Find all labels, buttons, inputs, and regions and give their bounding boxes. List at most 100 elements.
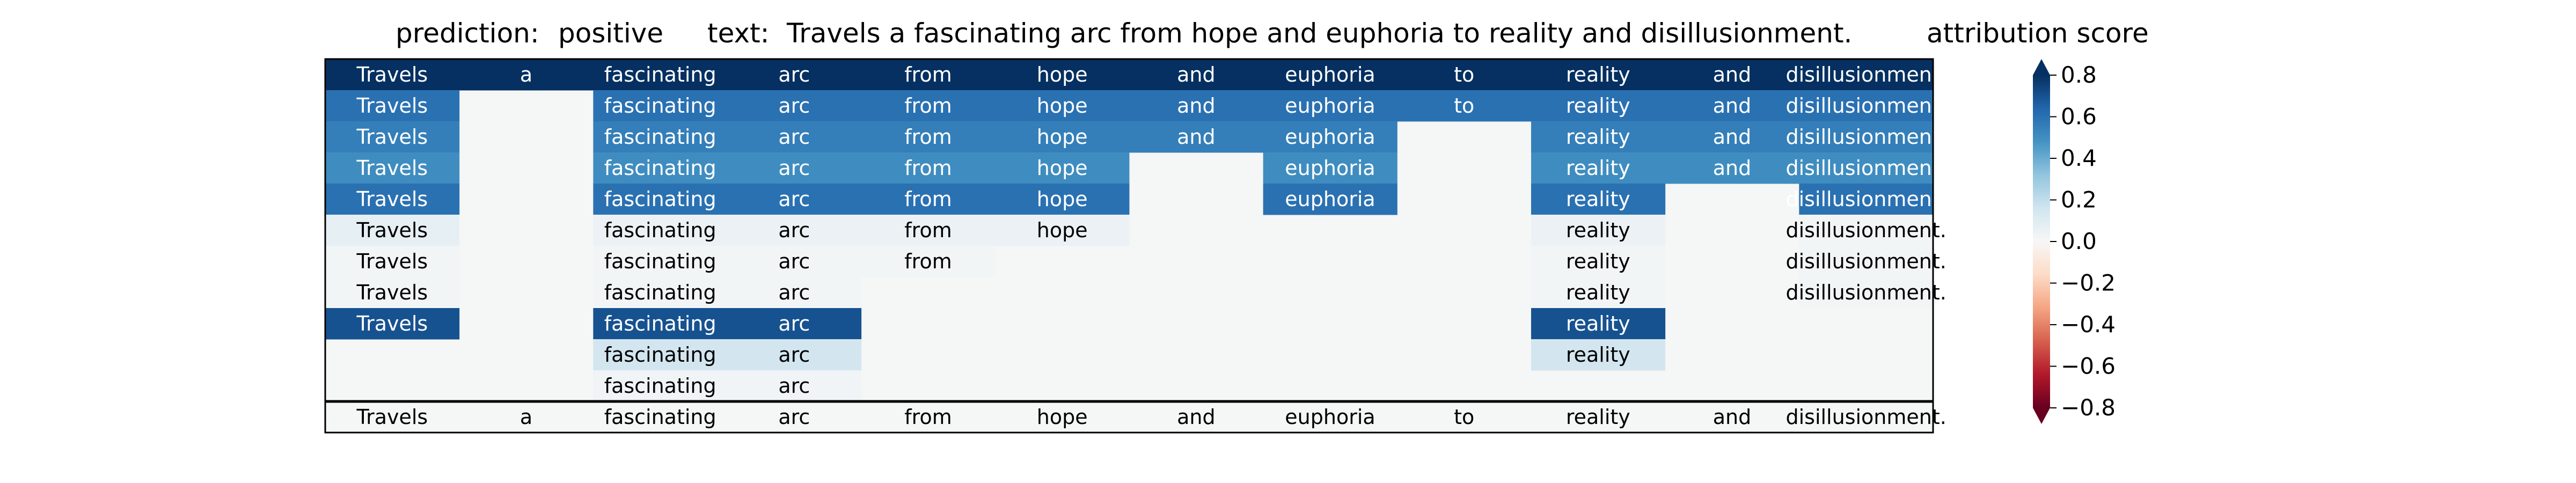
colorbar-extend-bottom (2033, 408, 2050, 424)
heatmap-cell (593, 215, 728, 246)
heatmap-cell (861, 152, 996, 184)
heatmap-cell (1799, 246, 1934, 277)
heatmap-cell (1263, 184, 1397, 215)
heatmap-cell-label: fascinating (604, 218, 716, 242)
heatmap-cell-label: Travels (356, 125, 428, 149)
heatmap-cell-label: hope (1037, 187, 1088, 211)
heatmap-cell (995, 121, 1130, 153)
heatmap-cell-label: from (904, 63, 952, 86)
baseline-cell (1129, 401, 1264, 433)
baseline-cell (1799, 401, 1934, 433)
heatmap-cell (1263, 90, 1397, 122)
colorbar: 0.8 0.6 0.4 0.2 0.0 −0.2 −0.4 −0.6 −0.8 (2033, 59, 2116, 424)
heatmap-cell-label: fascinating (604, 187, 716, 211)
heatmap-cell-label: arc (778, 63, 810, 86)
colorbar-tick-label: −0.6 (2061, 353, 2116, 379)
heatmap-cell (593, 152, 728, 184)
heatmap-cell (1799, 277, 1934, 309)
heatmap-cell-label: and (1177, 94, 1216, 118)
baseline-cell-label: to (1454, 405, 1474, 429)
heatmap-cell (1531, 90, 1666, 122)
title-prediction-value: positive (558, 18, 663, 49)
heatmap-cell-label: disillusionment. (1785, 94, 1946, 118)
heatmap-cell (593, 59, 728, 91)
heatmap-cell-label: Travels (356, 94, 428, 118)
heatmap-cell-label: arc (778, 156, 810, 180)
heatmap-cell-label: disillusionment. (1785, 218, 1946, 242)
heatmap-cell (593, 246, 728, 277)
heatmap-cell (325, 277, 460, 309)
heatmap-cell-label: euphoria (1285, 156, 1375, 180)
heatmap-cell (1129, 90, 1264, 122)
colorbar-tick-label: −0.8 (2061, 394, 2116, 421)
heatmap-cell-label: fascinating (604, 374, 716, 398)
heatmap-cell-label: reality (1566, 125, 1630, 149)
heatmap-cell-label: disillusionment. (1785, 156, 1946, 180)
baseline-cell (459, 401, 594, 433)
heatmap-cell-label: from (904, 125, 952, 149)
heatmap-cell-label: Travels (356, 312, 428, 335)
heatmap-cell-label: fascinating (604, 281, 716, 304)
heatmap-cell (861, 121, 996, 153)
baseline-cell-label: arc (778, 405, 810, 429)
heatmap-cell (727, 121, 862, 153)
heatmap-cell-label: disillusionment. (1785, 63, 1946, 86)
heatmap-cell (325, 308, 460, 340)
heatmap-cell-label: arc (778, 125, 810, 149)
baseline-cell-label: disillusionment. (1785, 405, 1946, 429)
heatmap-cell (325, 246, 460, 277)
heatmap-cell-label: euphoria (1285, 63, 1375, 86)
heatmap-cell (727, 90, 862, 122)
heatmap-cell-label: reality (1566, 63, 1630, 86)
heatmap-frame (324, 58, 1934, 434)
heatmap-cell (325, 184, 460, 215)
colorbar-extend-top (2033, 59, 2050, 75)
heatmap-cell-label: disillusionment. (1785, 281, 1946, 304)
heatmap-cell-label: Travels (356, 187, 428, 211)
heatmap-cell (995, 215, 1130, 246)
heatmap-cell (1531, 308, 1666, 340)
heatmap-cell-label: arc (778, 281, 810, 304)
baseline-cell-label: reality (1566, 405, 1630, 429)
heatmap-cell-label: fascinating (604, 250, 716, 273)
heatmap-cell-label: hope (1037, 125, 1088, 149)
heatmap-cell (1531, 339, 1666, 371)
heatmap-cell (1531, 152, 1666, 184)
heatmap-cell (1531, 184, 1666, 215)
heatmap-cell-label: fascinating (604, 343, 716, 367)
heatmap-cell (1263, 59, 1397, 91)
baseline-cell (995, 401, 1130, 433)
colorbar-tick-label: −0.2 (2061, 270, 2116, 296)
baseline-cell (1263, 401, 1397, 433)
colorbar-tick-label: 0.2 (2061, 187, 2097, 213)
title-prediction-label: prediction: (396, 18, 539, 49)
colorbar-tick-label: −0.4 (2061, 311, 2116, 338)
heatmap-cell-label: from (904, 187, 952, 211)
heatmap-cell-label: and (1713, 94, 1752, 118)
heatmap-cell (593, 339, 728, 371)
heatmap-cell (1799, 121, 1934, 153)
heatmap-cell (325, 152, 460, 184)
baseline-cell (1665, 401, 1799, 433)
baseline-cell-label: fascinating (604, 405, 716, 429)
heatmap-cell (325, 90, 460, 122)
heatmap-cell (325, 121, 460, 153)
baseline-cell (727, 401, 862, 433)
colorbar-tick-label: 0.6 (2061, 104, 2097, 130)
heatmap-cell (593, 184, 728, 215)
heatmap-cell-label: reality (1566, 218, 1630, 242)
heatmap-cell (1531, 277, 1666, 309)
colorbar-label: attribution score (1927, 18, 2149, 49)
heatmap-cell (995, 184, 1130, 215)
baseline-cell-label: Travels (356, 405, 428, 429)
heatmap-cell (593, 90, 728, 122)
heatmap-cell (727, 59, 862, 91)
heatmap-cell-label: and (1177, 125, 1216, 149)
heatmap-cell (325, 215, 460, 246)
heatmap-cell (593, 277, 728, 309)
heatmap-cell (1799, 152, 1934, 184)
heatmap-cell-label: fascinating (604, 94, 716, 118)
heatmap-cell (593, 308, 728, 340)
heatmap-cell (1531, 246, 1666, 277)
